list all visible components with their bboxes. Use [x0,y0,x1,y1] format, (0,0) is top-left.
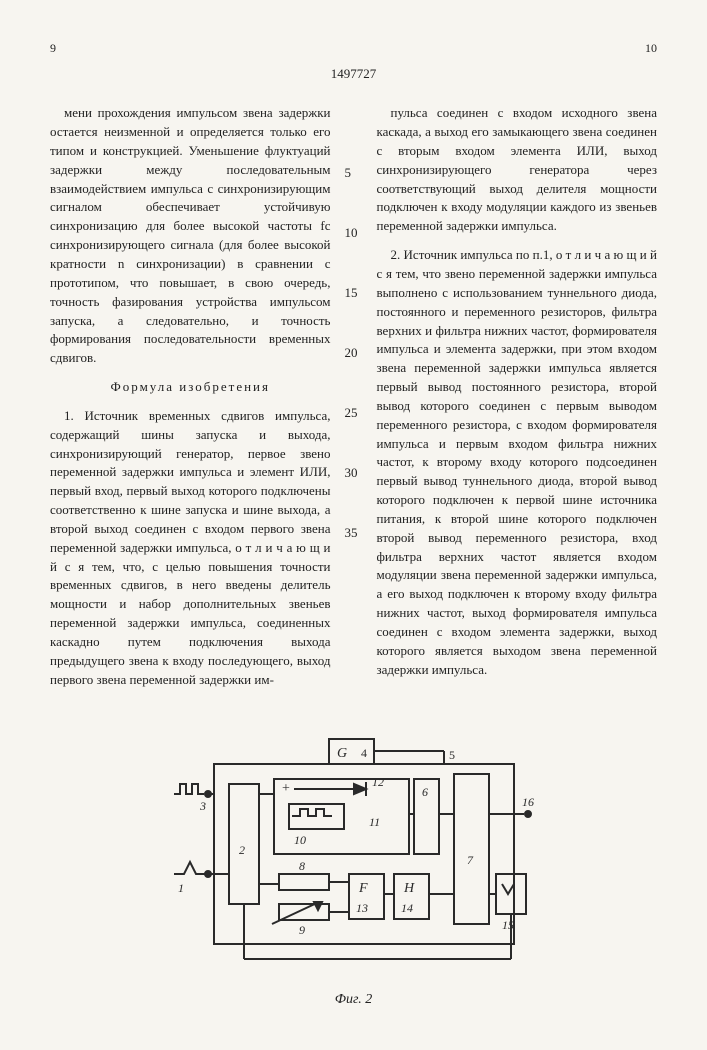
plus-icon: + [282,781,290,796]
num-6: 6 [422,785,428,799]
left-para-2: 1. Источник временных сдвигов импульса, … [50,407,331,690]
right-para-2: 2. Источник импульса по п.1, о т л и ч а… [377,246,658,679]
line-marker: 10 [345,224,358,243]
figure-2: G 4 5 3 1 2 + 12 [50,724,657,1010]
num-14: 14 [401,901,413,915]
patent-number: 1497727 [50,65,657,84]
formula-heading: Формула изобретения [50,378,331,397]
num-9: 9 [299,923,305,937]
line-marker: 25 [345,404,358,423]
num-4: 4 [361,746,367,760]
num-16: 16 [522,795,534,809]
num-11: 11 [369,815,380,829]
num-13: 13 [356,901,368,915]
page-number-left: 9 [50,40,56,57]
num-15: 15 [502,918,514,932]
line-markers: 5 10 15 20 25 30 35 [345,104,363,699]
page-number-right: 10 [645,40,657,57]
line-marker: 20 [345,344,358,363]
num-7: 7 [467,853,474,867]
num-1: 1 [178,881,184,895]
label-F: F [358,881,368,896]
num-5: 5 [449,748,455,762]
line-marker: 30 [345,464,358,483]
line-marker: 15 [345,284,358,303]
right-column: пульса соединен с входом исходного звена… [377,104,658,699]
line-marker: 5 [345,164,352,183]
label-G: G [337,746,347,761]
num-10: 10 [294,833,306,847]
left-column: мени прохождения импульсом звена задержк… [50,104,331,699]
right-para-1: пульса соединен с входом исходного звена… [377,104,658,236]
num-2: 2 [239,843,245,857]
left-para-1: мени прохождения импульсом звена задержк… [50,104,331,368]
circuit-diagram: G 4 5 3 1 2 + 12 [154,724,554,984]
num-8: 8 [299,859,305,873]
text-columns: мени прохождения импульсом звена задержк… [50,104,657,699]
label-H: H [403,881,415,896]
line-marker: 35 [345,524,358,543]
num-12: 12 [372,775,384,789]
num-3: 3 [199,799,206,813]
